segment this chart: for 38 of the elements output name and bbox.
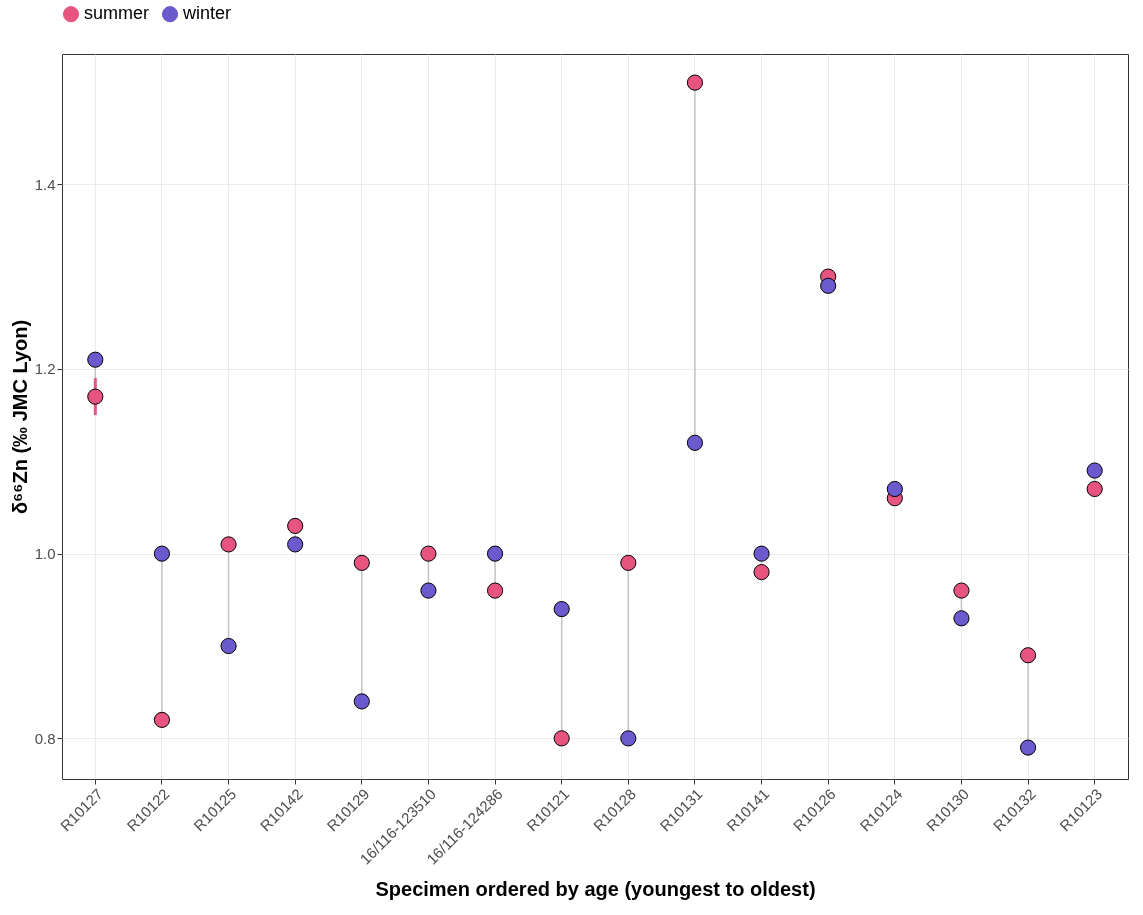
- x-axis-title: Specimen ordered by age (youngest to oldest): [375, 877, 816, 900]
- point: [820, 277, 837, 294]
- point: [1086, 462, 1103, 479]
- point: [753, 545, 770, 562]
- point: [1019, 739, 1037, 756]
- point: [1086, 480, 1103, 498]
- point: [287, 536, 304, 553]
- point: [220, 536, 237, 553]
- point: [220, 637, 237, 655]
- legend-label: summer: [84, 3, 150, 24]
- y-tick-label: 1.4: [34, 175, 56, 193]
- point: [353, 554, 370, 571]
- point: [287, 517, 304, 535]
- point: [553, 730, 570, 747]
- point: [153, 711, 171, 728]
- point: [953, 610, 970, 627]
- point: [153, 545, 171, 562]
- point: [686, 434, 704, 451]
- point: [353, 693, 370, 710]
- point: [686, 74, 704, 91]
- point: [87, 351, 104, 368]
- point: [1019, 647, 1037, 664]
- legend-label: winter: [182, 3, 232, 24]
- point: [486, 582, 504, 599]
- point: [87, 388, 104, 405]
- point: [620, 730, 637, 747]
- point: [886, 480, 903, 498]
- point: [953, 582, 970, 599]
- y-tick-label: 1.0: [34, 545, 56, 563]
- point: [753, 564, 770, 581]
- point: [420, 545, 437, 562]
- point: [486, 545, 504, 562]
- y-tick-label: 0.8: [34, 729, 56, 747]
- y-tick-label: 1.2: [34, 360, 56, 378]
- point: [420, 582, 437, 599]
- point: [620, 554, 637, 571]
- point: [553, 601, 570, 618]
- y-axis-title: δ⁶⁶Zn (‰ JMC Lyon): [8, 319, 31, 515]
